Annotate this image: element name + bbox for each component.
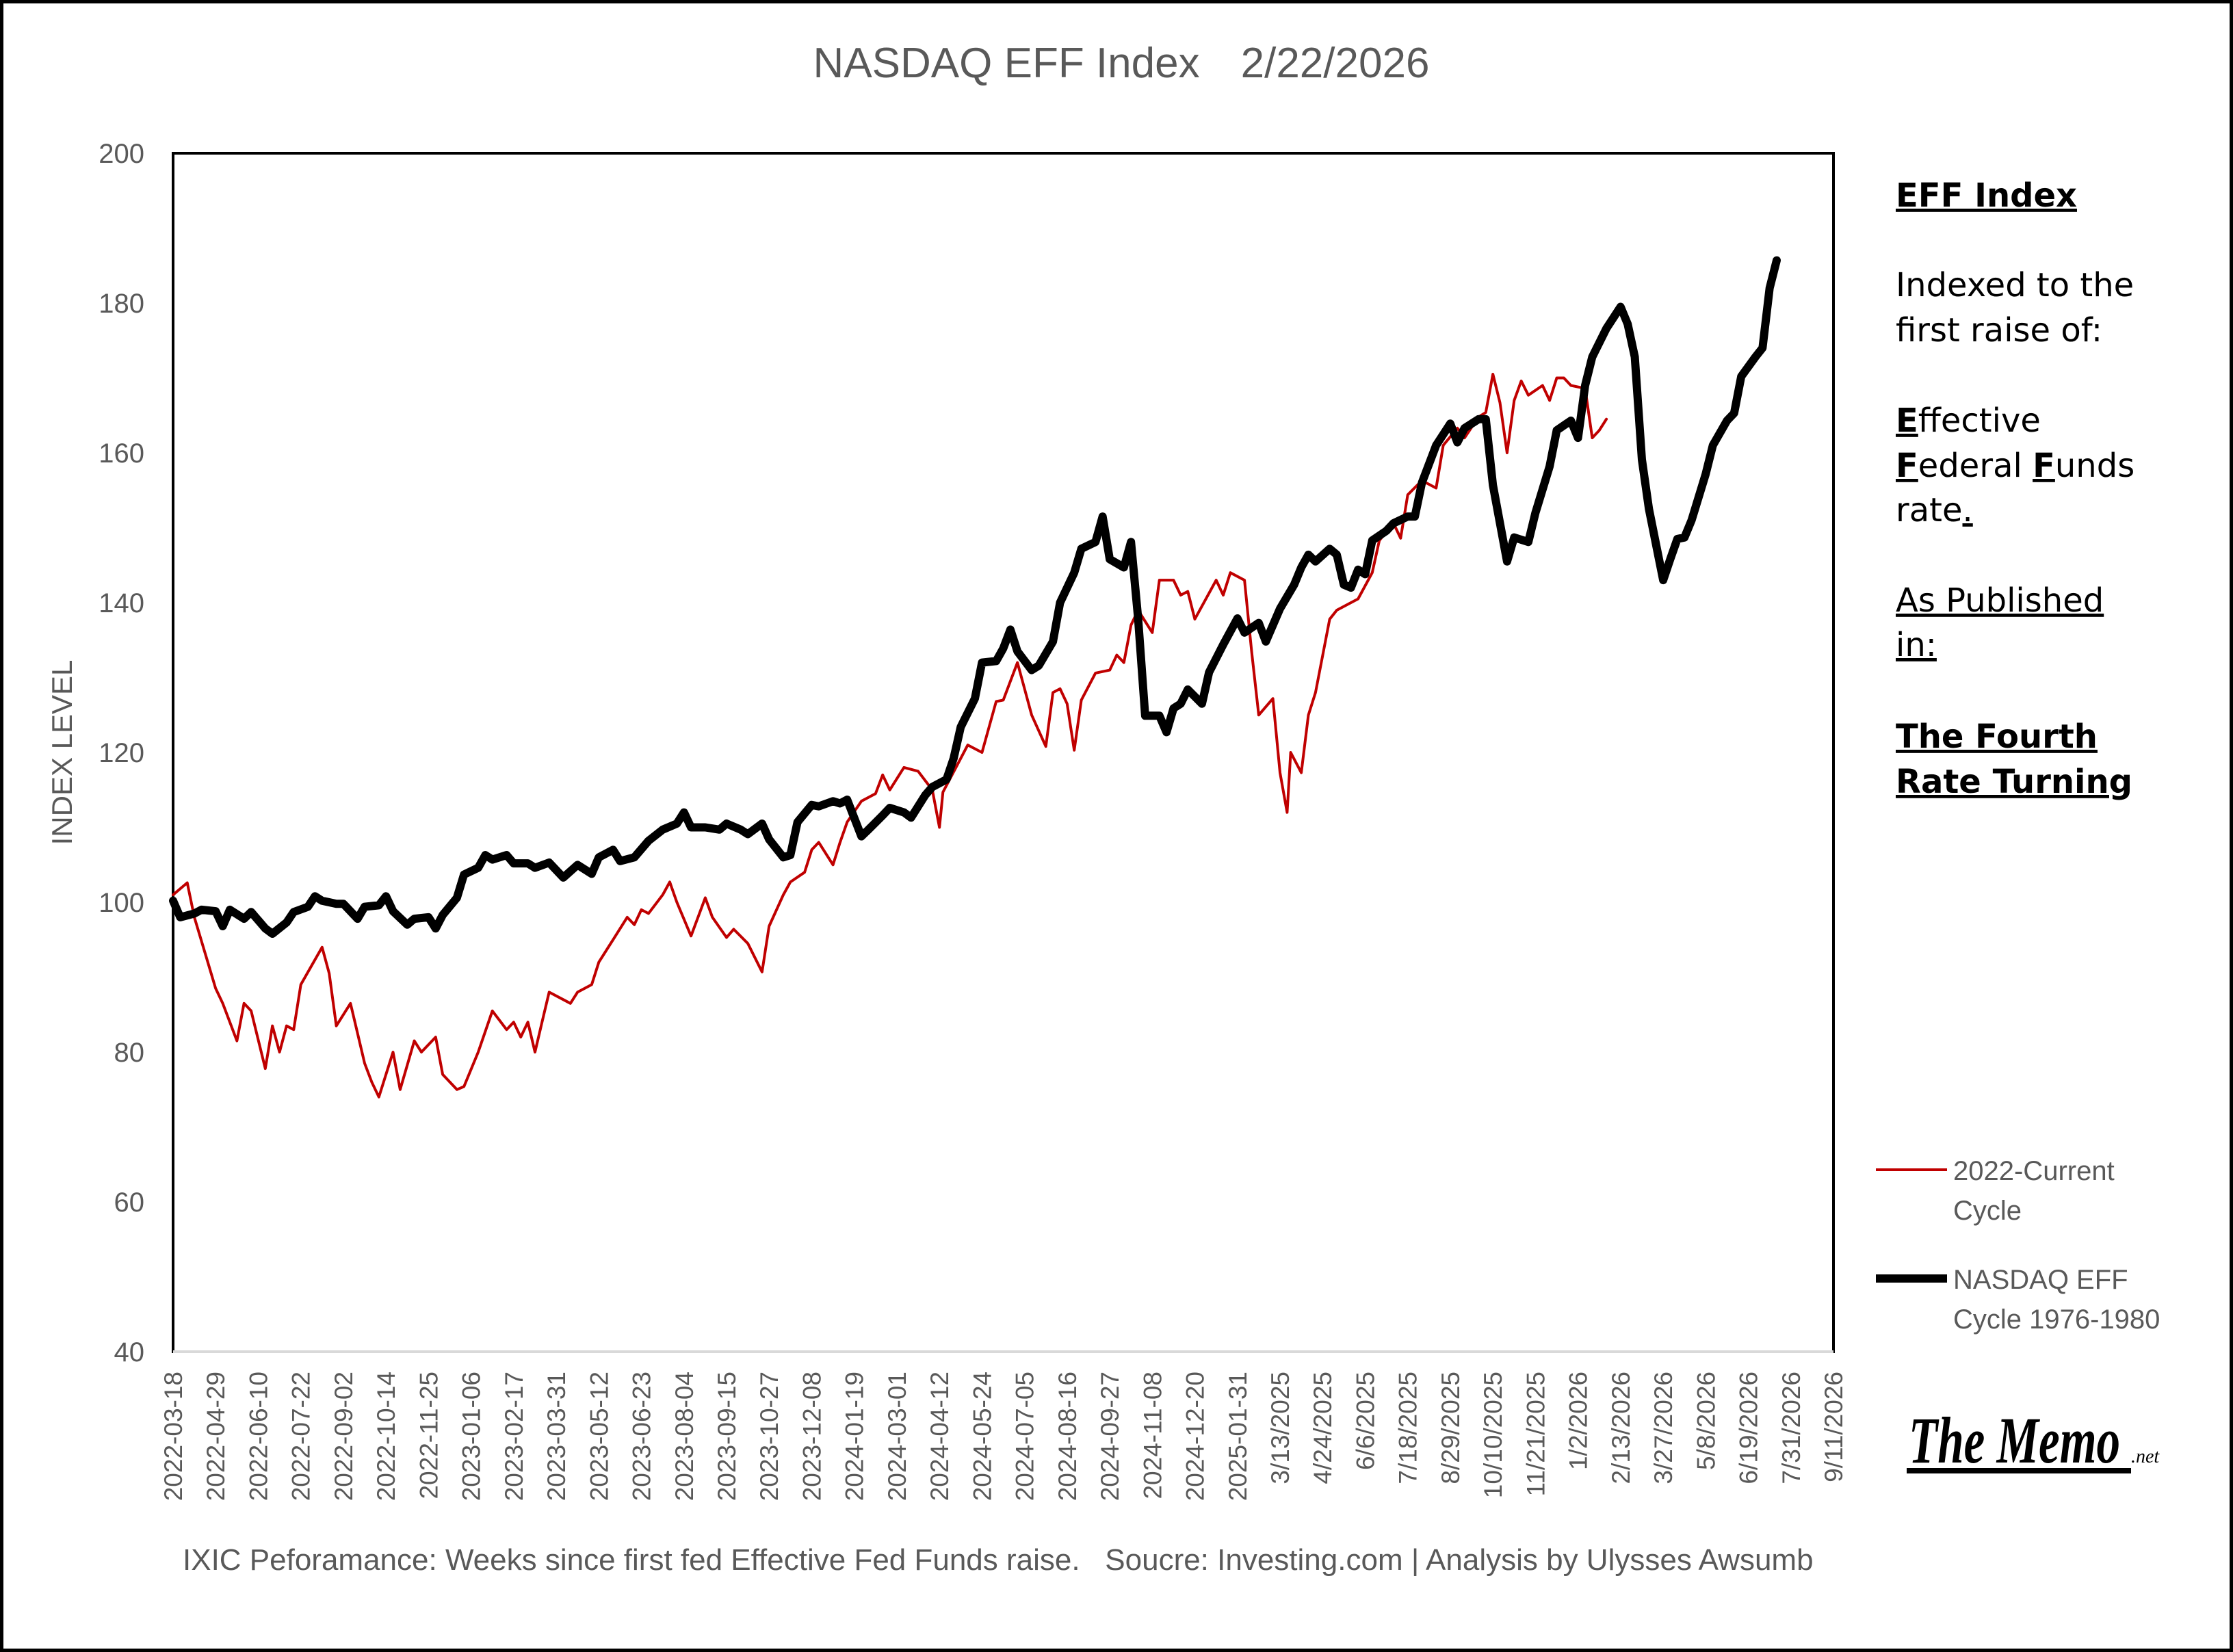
legend-label-current-1: 2022-Current <box>1953 1156 2115 1186</box>
panel-federal-funds: Federal Funds <box>1896 447 2134 485</box>
x-tick-label: 2023-10-27 <box>755 1372 783 1501</box>
f1-initial: F <box>1896 447 1918 485</box>
y-tick-label: 120 <box>99 738 144 768</box>
rate-word: rate <box>1896 491 1963 529</box>
x-tick-label: 2022-10-14 <box>372 1372 400 1501</box>
x-tick-label: 2024-03-01 <box>883 1372 911 1501</box>
series-line-1976-cycle <box>169 256 1781 938</box>
x-tick-label: 3/13/2025 <box>1266 1372 1294 1484</box>
x-tick-label: 2022-03-18 <box>159 1372 187 1501</box>
side-panel: EFF Index Indexed to the first raise of:… <box>1896 176 2134 801</box>
x-tick-label: 7/18/2025 <box>1394 1372 1422 1484</box>
panel-rate: rate. <box>1896 491 1973 529</box>
plot-frame <box>172 152 1835 1353</box>
y-tick-label: 160 <box>99 438 144 469</box>
x-tick-label: 2/13/2026 <box>1607 1372 1635 1484</box>
x-tick-label: 2022-09-02 <box>330 1372 358 1501</box>
x-tick-labels: 2022-03-18 2022-04-29 2022-06-10 2022-07-22… <box>159 1372 1848 1501</box>
x-tick-label: 7/31/2026 <box>1777 1372 1805 1484</box>
x-tick-label: 2022-11-25 <box>415 1372 443 1499</box>
x-tick-label: 2024-08-16 <box>1054 1372 1082 1501</box>
panel-book2: Rate Turning <box>1896 763 2132 801</box>
x-tick-label: 2025-01-31 <box>1224 1372 1252 1501</box>
x-tick-label: 2022-07-22 <box>287 1372 315 1501</box>
panel-line2: first raise of: <box>1896 311 2102 350</box>
y-axis-label: INDEX LEVEL <box>46 660 78 845</box>
y-tick-labels: 40 60 80 100 120 140 160 180 200 <box>99 139 144 1367</box>
chart-svg: NASDAQ EFF Index 2/22/2026 40 60 80 100 120 14… <box>46 40 2160 1577</box>
y-tick-label: 180 <box>99 289 144 319</box>
x-tick-label: 2024-04-12 <box>926 1372 954 1501</box>
rate-dot: . <box>1963 491 1973 529</box>
logo-underline <box>1907 1468 2131 1473</box>
panel-line1: Indexed to the <box>1896 266 2134 304</box>
x-tick-label: 2023-01-06 <box>458 1372 486 1501</box>
y-tick-label: 200 <box>99 139 144 169</box>
x-tick-label: 2024-05-24 <box>968 1372 996 1501</box>
x-tick-label: 2024-09-27 <box>1096 1372 1124 1501</box>
x-tick-label: 2024-07-05 <box>1011 1372 1039 1501</box>
x-tick-label: 2023-08-04 <box>670 1372 698 1501</box>
x-tick-label: 2023-06-23 <box>628 1372 656 1501</box>
legend-label-1976-1: NASDAQ EFF <box>1953 1265 2128 1295</box>
y-tick-label: 60 <box>114 1188 145 1218</box>
x-tick-label: 2022-04-29 <box>202 1372 230 1501</box>
x-tick-label: 2024-11-08 <box>1138 1372 1166 1499</box>
x-tick-label: 3/27/2026 <box>1649 1372 1677 1484</box>
legend-label-current-2: Cycle <box>1953 1196 2022 1226</box>
f2-initial: F <box>2033 447 2055 485</box>
x-tick-label: 1/2/2026 <box>1565 1372 1593 1470</box>
series-line-current-cycle <box>172 373 1608 1099</box>
panel-book1: The Fourth <box>1896 718 2098 756</box>
x-tick-label: 11/21/2025 <box>1522 1372 1550 1496</box>
x-tick-label: 6/19/2026 <box>1735 1372 1763 1484</box>
legend-label-1976-2: Cycle 1976-1980 <box>1953 1304 2160 1335</box>
title-date: 2/22/2026 <box>1241 40 1430 87</box>
the-memo-logo: The Memo .net <box>1907 1404 2160 1478</box>
x-axis-footer: IXIC Peforamance: Weeks since first fed … <box>183 1543 1814 1577</box>
x-tick-label: 9/11/2026 <box>1820 1372 1848 1482</box>
x-tick-label: 2023-03-31 <box>543 1372 571 1501</box>
x-tick-label: 2023-12-08 <box>798 1372 826 1501</box>
x-tick-label: 10/10/2025 <box>1479 1372 1507 1498</box>
title-text: NASDAQ EFF Index <box>813 40 1200 87</box>
logo-suffix: .net <box>2131 1446 2160 1467</box>
panel-heading: EFF Index <box>1896 176 2077 215</box>
y-tick-label: 100 <box>99 888 144 918</box>
x-tick-label: 4/24/2025 <box>1309 1372 1337 1484</box>
y-tick-label: 80 <box>114 1038 145 1068</box>
panel-published2: in: <box>1896 626 1937 664</box>
y-tick-label: 140 <box>99 588 144 618</box>
y-tick-label: 40 <box>114 1337 145 1367</box>
x-tick-label: 2022-06-10 <box>244 1372 272 1501</box>
e-rest: ffective <box>1918 402 2041 440</box>
panel-published1: As Published <box>1896 581 2104 620</box>
chart-title: NASDAQ EFF Index 2/22/2026 <box>813 40 1430 87</box>
x-tick-label: 2023-05-12 <box>585 1372 613 1501</box>
x-tick-label: 6/6/2025 <box>1351 1372 1379 1470</box>
x-tick-label: 2023-02-17 <box>500 1372 528 1501</box>
legend: 2022-Current Cycle NASDAQ EFF Cycle 1976… <box>1876 1156 2160 1335</box>
x-tick-label: 2023-09-15 <box>713 1372 741 1501</box>
series-group <box>169 256 1781 1099</box>
x-tick-label: 8/29/2025 <box>1437 1372 1465 1484</box>
panel-effective: Effective <box>1896 402 2041 440</box>
x-tick-label: 5/8/2026 <box>1692 1372 1720 1470</box>
x-tick-label: 2024-01-19 <box>841 1372 869 1501</box>
e-initial: E <box>1896 402 1918 440</box>
f2-rest: unds <box>2055 447 2134 485</box>
x-tick-label: 2024-12-20 <box>1181 1372 1210 1501</box>
f1-rest: ederal <box>1918 447 2033 485</box>
logo-text: The Memo <box>1909 1404 2120 1478</box>
